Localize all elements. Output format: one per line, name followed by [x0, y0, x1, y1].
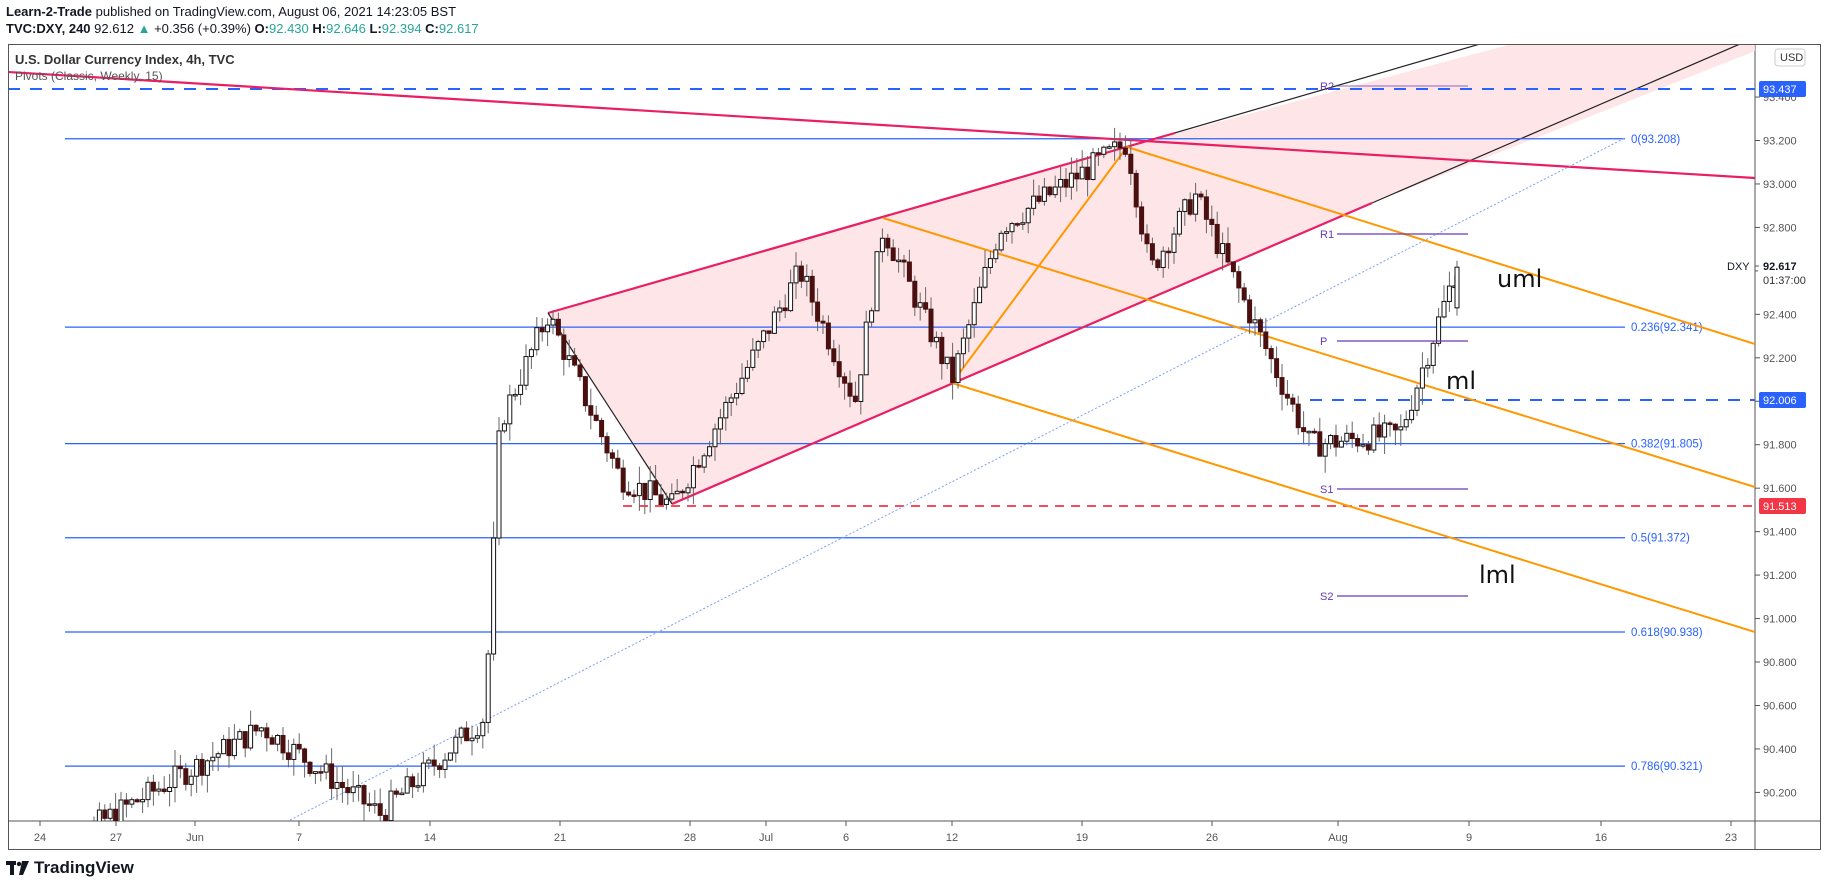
- indicator-legend[interactable]: Pivots (Classic, Weekly, 15): [15, 69, 163, 83]
- time-tick-label: 12: [946, 832, 958, 844]
- fib-level-label: 0.5(91.372): [1631, 533, 1690, 545]
- pivot-label: P: [1320, 336, 1327, 348]
- symbol-interval: TVC:DXY, 240: [6, 21, 91, 36]
- price-tick-label: 92.200: [1763, 353, 1797, 365]
- chart-frame[interactable]: [8, 44, 1821, 850]
- time-tick-label: 23: [1725, 832, 1737, 844]
- fib-level-label: 0.236(92.341): [1631, 322, 1703, 334]
- fibonacci-retracement[interactable]: 0(93.208) 0.236(92.341) 0.382(91.805) 0.5(9…: [65, 134, 1703, 773]
- svg-text:92.006: 92.006: [1763, 395, 1797, 407]
- symbol-tag: DXY: [1727, 261, 1750, 273]
- time-tick-label: 21: [554, 832, 566, 844]
- tradingview-logo[interactable]: TradingView: [6, 858, 134, 878]
- time-tick-label: 28: [684, 832, 696, 844]
- svg-text:93.437: 93.437: [1763, 84, 1797, 96]
- time-tick-label: 6: [843, 832, 849, 844]
- pitchfork-handle: [951, 146, 1128, 384]
- svg-text:91.513: 91.513: [1763, 501, 1797, 513]
- time-tick-label: 26: [1206, 832, 1218, 844]
- up-arrow-icon: ▲: [137, 21, 151, 36]
- price-tick-label: 91.400: [1763, 527, 1797, 539]
- price-tick-label: 93.000: [1763, 179, 1797, 191]
- swing-line: [547, 312, 673, 505]
- bar-countdown: 01:37:00: [1763, 275, 1806, 287]
- price-tick-label: 90.800: [1763, 657, 1797, 669]
- pivot-label: S1: [1320, 484, 1333, 496]
- price-tick-label: 90.200: [1763, 787, 1797, 799]
- price-tick-label: 90.400: [1763, 744, 1797, 756]
- time-tick-label: 9: [1466, 832, 1472, 844]
- high-label: H:: [312, 21, 327, 36]
- ohlc-bar: TVC:DXY, 240 92.612 ▲ +0.356 (+0.39%) O:…: [6, 21, 479, 36]
- price-tick-label: 91.600: [1763, 483, 1797, 495]
- price-tick-label: 91.200: [1763, 570, 1797, 582]
- price-tag-mid: 92.006: [1759, 392, 1806, 408]
- pivot-label: S2: [1320, 591, 1333, 603]
- low-value: 92.394: [381, 21, 422, 36]
- fib-level-label: 0.786(90.321): [1631, 761, 1703, 773]
- svg-text:USD: USD: [1780, 52, 1803, 64]
- channel-upper-line[interactable]: [547, 139, 1148, 315]
- open-label: O:: [254, 21, 269, 36]
- price-tick-label: 90.600: [1763, 700, 1797, 712]
- time-tick-label: 16: [1595, 832, 1607, 844]
- candlestick-series: [77, 127, 1460, 821]
- time-tick-label: 14: [424, 832, 436, 844]
- open-value: 92.430: [269, 21, 309, 36]
- close-label: C:: [425, 21, 439, 36]
- price-tick-label: 91.800: [1763, 440, 1797, 452]
- time-tick-label: 27: [110, 832, 122, 844]
- fib-level-label: 0.618(90.938): [1631, 627, 1703, 639]
- fib-level-label: 0.382(91.805): [1631, 439, 1703, 451]
- time-tick-label: 24: [34, 832, 46, 844]
- publisher-name: Learn-2-Trade: [6, 4, 92, 19]
- pitchfork-median-line: [882, 217, 1755, 488]
- high-value: 92.646: [326, 21, 366, 36]
- ml-annotation[interactable]: ml: [1446, 367, 1476, 395]
- pivot-label: R1: [1320, 229, 1334, 241]
- weekly-pivots: R2 R1 P S1 S2: [1320, 81, 1468, 603]
- channel-outer-bottom-line: [1371, 45, 1740, 204]
- pitchfork-upper-median-line: [1126, 146, 1755, 345]
- uml-annotation[interactable]: uml: [1497, 265, 1542, 293]
- price-tag-upper: 93.437: [1759, 81, 1806, 97]
- close-value: 92.617: [438, 21, 479, 36]
- publish-info: Learn-2-Trade published on TradingView.c…: [6, 4, 456, 19]
- last-price-label: 92.617: [1763, 261, 1797, 273]
- plot-area[interactable]: 0(93.208) 0.236(92.341) 0.382(91.805) 0.5(9…: [8, 0, 1828, 876]
- descending-trendline[interactable]: [8, 70, 1755, 180]
- tradingview-logo-icon: [6, 861, 29, 875]
- currency-badge[interactable]: USD: [1774, 48, 1806, 67]
- tradingview-brand: TradingView: [34, 858, 134, 877]
- time-tick-label: Jul: [759, 832, 773, 844]
- price-tick-label: 92.800: [1763, 222, 1797, 234]
- channel-lower-line[interactable]: [671, 201, 1373, 506]
- pivot-label: R2: [1320, 81, 1334, 93]
- price-tick-label: 91.000: [1763, 614, 1797, 626]
- time-tick-label: 19: [1076, 832, 1088, 844]
- price-tag-red: 91.513: [1759, 498, 1806, 514]
- lml-annotation[interactable]: lml: [1479, 561, 1516, 589]
- fib-level-label: 0(93.208): [1631, 134, 1680, 146]
- time-tick-label: 7: [296, 832, 302, 844]
- andrews-pitchfork[interactable]: [882, 146, 1755, 633]
- price-tick-label: 92.400: [1763, 309, 1797, 321]
- channel-outer-top-line: [1146, 45, 1479, 142]
- pitchfork-lower-median-line: [951, 382, 1755, 633]
- low-label: L:: [369, 21, 382, 36]
- time-tick-label: Jun: [186, 832, 204, 844]
- chart-legend-title: U.S. Dollar Currency Index, 4h, TVC: [15, 52, 235, 67]
- last-price-tag: 92.617 01:37:00 DXY: [1727, 258, 1818, 288]
- time-tick-label: Aug: [1328, 832, 1348, 844]
- time-axis[interactable]: 24 27 Jun 7 14 21 28 Jul 6 12 19 26 Aug 9 16 23: [34, 821, 1737, 844]
- published-text: published on TradingView.com, August 06,…: [95, 4, 457, 19]
- price-axis[interactable]: 90.200 90.400 90.600 90.800 91.000 91.200 91.4…: [1755, 92, 1797, 799]
- fib-trend-line: [289, 137, 1626, 821]
- change-value: +0.356 (+0.39%): [154, 21, 251, 36]
- price-tick-label: 93.200: [1763, 136, 1797, 148]
- last-value: 92.612: [94, 21, 134, 36]
